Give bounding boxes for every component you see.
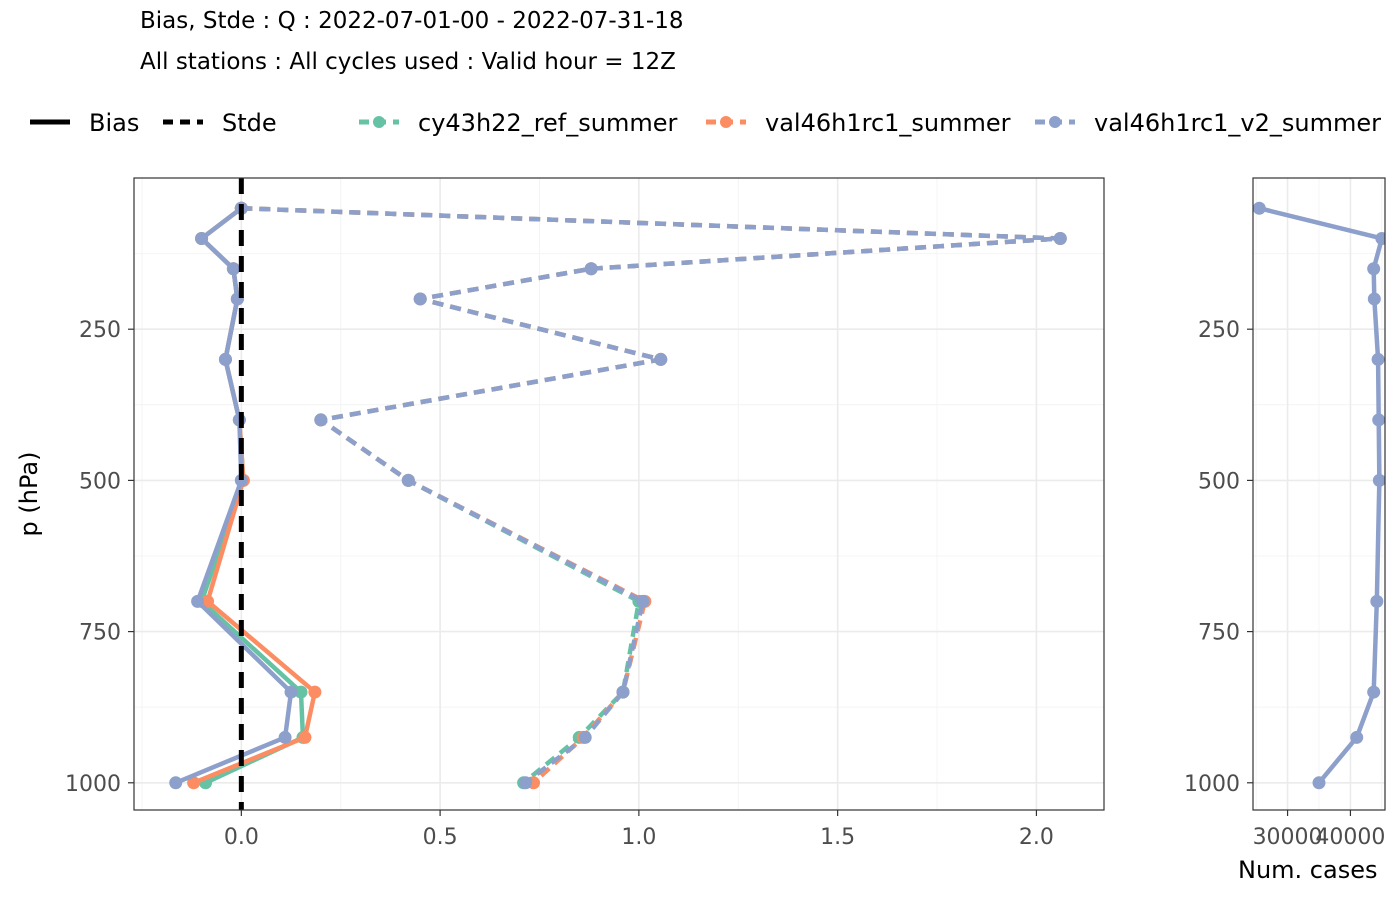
x-tick-label: 0.5 [423, 825, 458, 850]
y-tick-label: 750 [79, 621, 121, 646]
y-tick-label: 750 [1198, 621, 1240, 646]
side-panel-grid [1253, 178, 1385, 810]
bias-point-val46h1rc1_summer [201, 594, 215, 608]
stde-point-val46h1rc1_v2_summer [519, 776, 533, 790]
stde-point-val46h1rc1_v2_summer [654, 352, 668, 366]
num-cases-point-val46h1rc1_v2_summer [1253, 201, 1266, 215]
legend-marker-val46h1rc1-v2 [1049, 116, 1061, 128]
num-cases-point-val46h1rc1_v2_summer [1372, 413, 1385, 427]
y-tick-label: 250 [1198, 318, 1240, 343]
bias-point-val46h1rc1_v2_summer [195, 231, 209, 245]
legend-marker-val46h1rc1 [720, 116, 732, 128]
chart-title: Bias, Stde : Q : 2022-07-01-00 - 2022-07… [140, 8, 683, 34]
x-tick-label: 0.0 [224, 825, 259, 850]
bias-point-val46h1rc1_v2_summer [284, 685, 298, 699]
y-axis-title: p (hPa) [15, 452, 43, 537]
main-panel-axes: 0.0 0.5 1.0 1.5 2.0 250 500 750 1000 [65, 318, 1054, 850]
num-cases-point-val46h1rc1_v2_summer [1375, 231, 1385, 245]
stde-point-val46h1rc1_v2_summer [636, 594, 650, 608]
bias-point-val46h1rc1_v2_summer [278, 730, 292, 744]
x-tick-label: 30000 [1253, 825, 1323, 850]
x-tick-label: 1.0 [621, 825, 656, 850]
num-cases-line-val46h1rc1_v2_summer [1258, 206, 1385, 785]
stde-point-val46h1rc1_v2_summer [401, 473, 415, 487]
bias-point-val46h1rc1_summer [308, 685, 322, 699]
legend-label-bias: Bias [89, 109, 139, 137]
y-tick-label: 500 [79, 469, 121, 494]
bias-point-val46h1rc1_v2_summer [234, 473, 248, 487]
x-tick-label: 1.5 [820, 825, 855, 850]
side-panel-border [1252, 177, 1386, 811]
legend-label-stde: Stde [222, 109, 277, 137]
x-tick-label: 40000 [1315, 825, 1385, 850]
num-cases-point-val46h1rc1_v2_summer [1367, 262, 1381, 276]
main-panel-border [133, 177, 1105, 811]
stde-point-val46h1rc1_v2_summer [314, 413, 328, 427]
stde-point-val46h1rc1_v2_summer [578, 730, 592, 744]
stde-point-val46h1rc1_v2_summer [413, 292, 427, 306]
y-tick-label: 500 [1198, 469, 1240, 494]
main-panel-marks [169, 178, 1067, 810]
bias-point-val46h1rc1_v2_summer [169, 776, 183, 790]
bias-point-val46h1rc1_v2_summer [226, 262, 240, 276]
num-cases-point-val46h1rc1_v2_summer [1370, 594, 1384, 608]
y-tick-label: 250 [79, 318, 121, 343]
chart-subtitle: All stations : All cycles used : Valid h… [140, 49, 676, 75]
bias-point-val46h1rc1_v2_summer [218, 352, 232, 366]
main-panel-grid [134, 178, 1104, 810]
legend-label-val46h1rc1-v2: val46h1rc1_v2_summer [1094, 109, 1381, 137]
num-cases-point-val46h1rc1_v2_summer [1367, 292, 1381, 306]
side-x-axis-title: Num. cases [1238, 856, 1377, 884]
num-cases-point-val46h1rc1_v2_summer [1312, 776, 1326, 790]
legend: Bias Stde cy43h22_ref_summer val46h1rc1_… [30, 109, 1381, 137]
bias-point-val46h1rc1_summer [298, 730, 312, 744]
stde-point-val46h1rc1_v2_summer [1053, 231, 1067, 245]
bias-point-val46h1rc1_v2_summer [191, 594, 205, 608]
legend-label-val46h1rc1: val46h1rc1_summer [765, 109, 1011, 137]
num-cases-point-val46h1rc1_v2_summer [1372, 473, 1385, 487]
bias-point-val46h1rc1_summer [187, 776, 201, 790]
num-cases-point-val46h1rc1_v2_summer [1367, 685, 1381, 699]
y-tick-label: 1000 [1184, 772, 1240, 797]
stde-point-val46h1rc1_v2_summer [584, 262, 598, 276]
num-cases-point-val46h1rc1_v2_summer [1371, 352, 1385, 366]
y-tick-label: 1000 [65, 772, 121, 797]
stde-point-val46h1rc1_v2_summer [616, 685, 630, 699]
num-cases-point-val46h1rc1_v2_summer [1350, 730, 1364, 744]
legend-label-cy43h22: cy43h22_ref_summer [418, 109, 677, 137]
bias-point-cy43h22_ref_summer [294, 685, 308, 699]
x-tick-label: 2.0 [1019, 825, 1054, 850]
side-panel-marks [1253, 201, 1385, 790]
legend-marker-cy43h22 [373, 116, 385, 128]
